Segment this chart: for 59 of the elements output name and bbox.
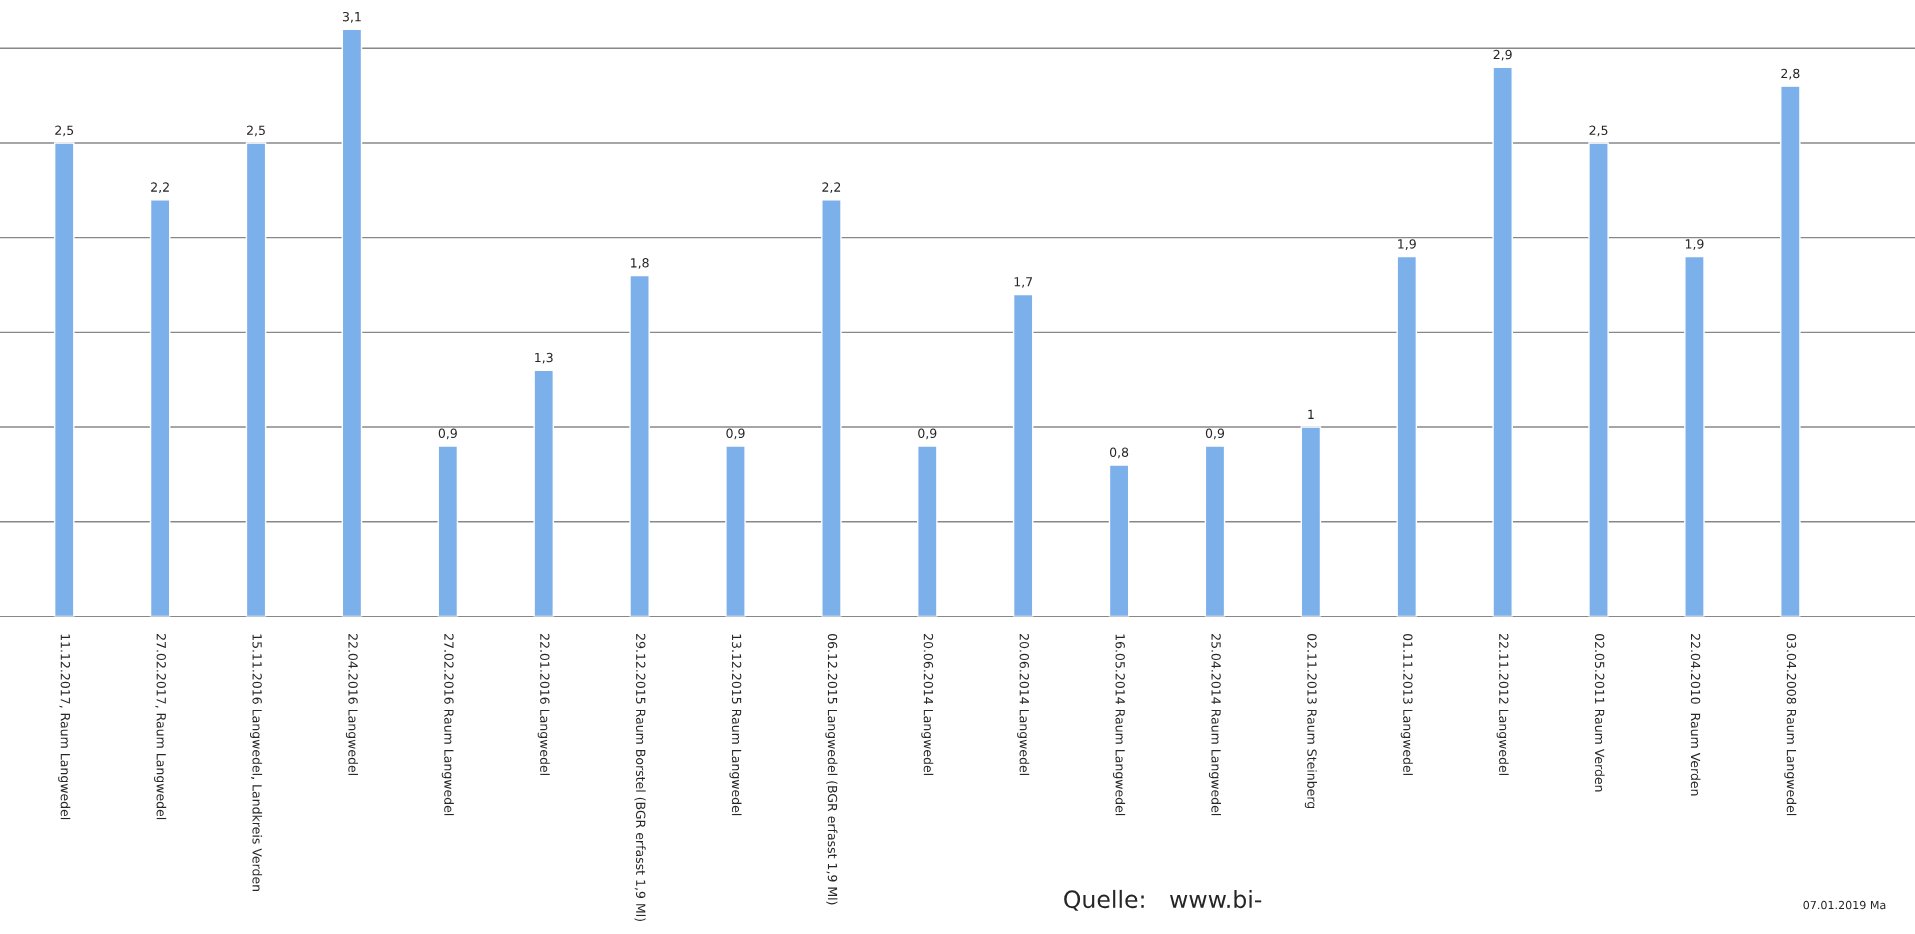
x-tick-label: 02.11.2013 Raum Steinberg xyxy=(1304,633,1317,809)
data-label: 1,3 xyxy=(535,352,553,364)
bar xyxy=(245,142,267,617)
x-tick-label: 01.11.2013 Langwedel xyxy=(1400,633,1413,775)
bar xyxy=(1204,445,1226,617)
bar xyxy=(821,199,842,617)
data-label: 2,5 xyxy=(247,125,265,137)
data-label: 0,9 xyxy=(1205,428,1225,440)
data-label: 0,9 xyxy=(438,428,457,440)
data-label: 1,9 xyxy=(1685,239,1704,250)
x-tick-label: 22.11.2012 Langwedel xyxy=(1496,634,1509,775)
x-tick-label: 11.12.2017, Raum Langwedel xyxy=(58,634,71,820)
bar xyxy=(1684,255,1705,617)
x-tick-label: 22.01.2016 Langwedel xyxy=(537,634,550,775)
x-tick-label: 06.12.2015 Langwedel (BGR erfasst 1,9 Ml) xyxy=(825,633,838,905)
bar xyxy=(1780,85,1801,617)
bar xyxy=(1300,426,1322,617)
x-tick-label: 25.04.2014 Raum Langwedel xyxy=(1208,634,1222,816)
data-label: 0,8 xyxy=(1109,447,1129,459)
bar xyxy=(149,199,171,617)
x-tick-label: 20.06.2014 Langwedel xyxy=(921,634,934,775)
x-tick-label: 16.05.2014 Raum Langwedel xyxy=(1113,634,1126,816)
x-tick-label: 20.06.2014 Langwedel xyxy=(1017,634,1030,775)
x-tick-label: 15.11.2016 Langwedel, Landkreis Verden xyxy=(249,634,263,891)
x-tick-label: 27.02.2017, Raum Langwedel xyxy=(154,634,167,820)
bar xyxy=(1012,293,1034,617)
x-tick-label: 22.04.2010 Raum Verden xyxy=(1690,634,1701,796)
bar xyxy=(437,445,459,617)
x-tick-label: 13.12.2015 Raum Langwedel xyxy=(729,634,742,816)
data-label: 2,2 xyxy=(151,182,169,194)
bar xyxy=(725,445,746,617)
data-label: 1,8 xyxy=(631,258,649,269)
source-note: Quelle: www.bi- xyxy=(1064,889,1262,911)
data-label: 2,9 xyxy=(1493,49,1512,61)
data-label: 2,5 xyxy=(1589,125,1608,137)
bar xyxy=(1492,66,1513,617)
x-tick-label: 22.04.2016 Langwedel xyxy=(345,634,358,775)
bar xyxy=(1588,142,1609,617)
bar xyxy=(1396,255,1418,617)
x-tick-label: 29.12.2015 Raum Borstel (BGR erfasst 1,9 Ml) xyxy=(634,634,646,921)
data-label: 0,9 xyxy=(726,428,745,440)
data-label: 2,5 xyxy=(55,125,74,137)
bar xyxy=(341,28,363,617)
text: 07.01.2019 Ma xyxy=(1803,900,1886,910)
bar xyxy=(53,142,75,617)
bar xyxy=(1108,464,1130,617)
data-label: 1,9 xyxy=(1398,239,1416,250)
data-label: 1,7 xyxy=(1014,277,1033,288)
data-label: 2,8 xyxy=(1781,68,1800,80)
x-tick-label: 27.02.2016 Raum Langwedel xyxy=(441,634,454,816)
data-label: 0,9 xyxy=(918,428,937,440)
bar xyxy=(629,274,650,617)
data-label: 2,2 xyxy=(822,182,841,194)
data-label: 1 xyxy=(1308,409,1314,419)
x-tick-label: 02.05.2011 Raum Verden xyxy=(1594,633,1605,792)
data-label: 3,1 xyxy=(342,11,361,23)
bar xyxy=(533,369,555,617)
bar xyxy=(917,445,938,617)
x-tick-label: 03.04.2008 Raum Langwedel xyxy=(1784,633,1797,816)
